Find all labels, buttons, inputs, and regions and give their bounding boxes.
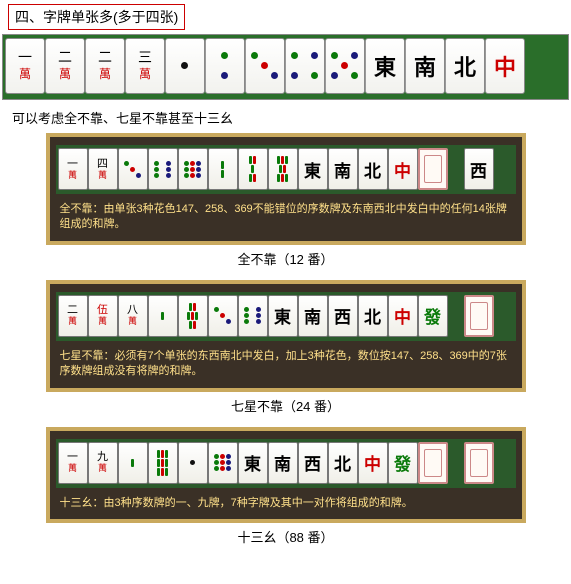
tile-row: 一萬四萬 東南北中 西: [56, 145, 516, 194]
tile: 四萬: [88, 148, 118, 190]
example: 二萬伍萬八萬 東南西北中發七星不靠：必须有7个单张的东西南北中发白，加上3种花色，…: [0, 280, 571, 415]
example-rack: 一萬四萬 東南北中 西全不靠：由单张3种花色147、258、369不能错位的序数牌及…: [46, 133, 526, 245]
starting-hand: 一萬二萬二萬三萬 東南北中: [2, 34, 569, 100]
tile: [238, 148, 268, 190]
tile: 中: [485, 38, 525, 94]
example-desc: 十三幺：由3种序数牌的一、九牌，7种字牌及其中一对作将组成的和牌。: [56, 494, 516, 513]
tile: 發: [418, 295, 448, 337]
tile: 北: [358, 295, 388, 337]
tile: 三萬: [125, 38, 165, 94]
tile-row: 一萬九萬 東南西北中發: [56, 439, 516, 488]
tile: 西: [464, 148, 494, 190]
tile: [205, 38, 245, 94]
example-caption: 全不靠（12 番）: [0, 249, 571, 268]
tile: [245, 38, 285, 94]
tile: 北: [445, 38, 485, 94]
tile: [464, 295, 494, 337]
example: 一萬九萬 東南西北中發十三幺：由3种序数牌的一、九牌，7种字牌及其中一对作将组成的…: [0, 427, 571, 546]
tile: [325, 38, 365, 94]
tile: [148, 148, 178, 190]
section-title-text: 四、字牌单张多(多于四张): [15, 9, 178, 25]
tile: 八萬: [118, 295, 148, 337]
tile: 九萬: [88, 442, 118, 484]
tile: [238, 295, 268, 337]
example-rack: 二萬伍萬八萬 東南西北中發七星不靠：必须有7个单张的东西南北中发白，加上3种花色，…: [46, 280, 526, 392]
tile: 中: [388, 148, 418, 190]
tile-row: 二萬伍萬八萬 東南西北中發: [56, 292, 516, 341]
tile: [148, 442, 178, 484]
tile: 東: [298, 148, 328, 190]
tile: [118, 148, 148, 190]
tile: 西: [328, 295, 358, 337]
tile: 二萬: [85, 38, 125, 94]
tile: 東: [268, 295, 298, 337]
tile: [464, 442, 494, 484]
tile: 伍萬: [88, 295, 118, 337]
tile: 一萬: [58, 148, 88, 190]
example-desc: 七星不靠：必须有7个单张的东西南北中发白，加上3种花色，数位按147、258、3…: [56, 347, 516, 382]
tile: 西: [298, 442, 328, 484]
tile: 一萬: [5, 38, 45, 94]
tile: 東: [365, 38, 405, 94]
tile: 南: [328, 148, 358, 190]
tile: 中: [388, 295, 418, 337]
tile: [418, 148, 448, 190]
tile: 北: [328, 442, 358, 484]
tile: 北: [358, 148, 388, 190]
example: 一萬四萬 東南北中 西全不靠：由单张3种花色147、258、369不能错位的序数牌及…: [0, 133, 571, 268]
tile: 東: [238, 442, 268, 484]
tile: 南: [268, 442, 298, 484]
tile: 發: [388, 442, 418, 484]
tile: 二萬: [58, 295, 88, 337]
tile: 中: [358, 442, 388, 484]
subtitle: 可以考虑全不靠、七星不靠甚至十三幺: [12, 108, 559, 127]
example-caption: 七星不靠（24 番）: [0, 396, 571, 415]
tile: [165, 38, 205, 94]
tile: [208, 442, 238, 484]
tile: [418, 442, 448, 484]
tile: [208, 148, 238, 190]
example-desc: 全不靠：由单张3种花色147、258、369不能错位的序数牌及东南西北中发白中的…: [56, 200, 516, 235]
example-rack: 一萬九萬 東南西北中發十三幺：由3种序数牌的一、九牌，7种字牌及其中一对作将组成的…: [46, 427, 526, 523]
tile: 南: [405, 38, 445, 94]
section-title: 四、字牌单张多(多于四张): [8, 4, 185, 30]
subtitle-text: 可以考虑全不靠、七星不靠甚至十三幺: [12, 111, 233, 126]
tile: 二萬: [45, 38, 85, 94]
tile: [268, 148, 298, 190]
tile: [208, 295, 238, 337]
tile: [148, 295, 178, 337]
tile: [178, 148, 208, 190]
example-caption: 十三幺（88 番）: [0, 527, 571, 546]
tile: [285, 38, 325, 94]
tile: [178, 295, 208, 337]
tile: 南: [298, 295, 328, 337]
tile: [178, 442, 208, 484]
tile: [118, 442, 148, 484]
tile: 一萬: [58, 442, 88, 484]
